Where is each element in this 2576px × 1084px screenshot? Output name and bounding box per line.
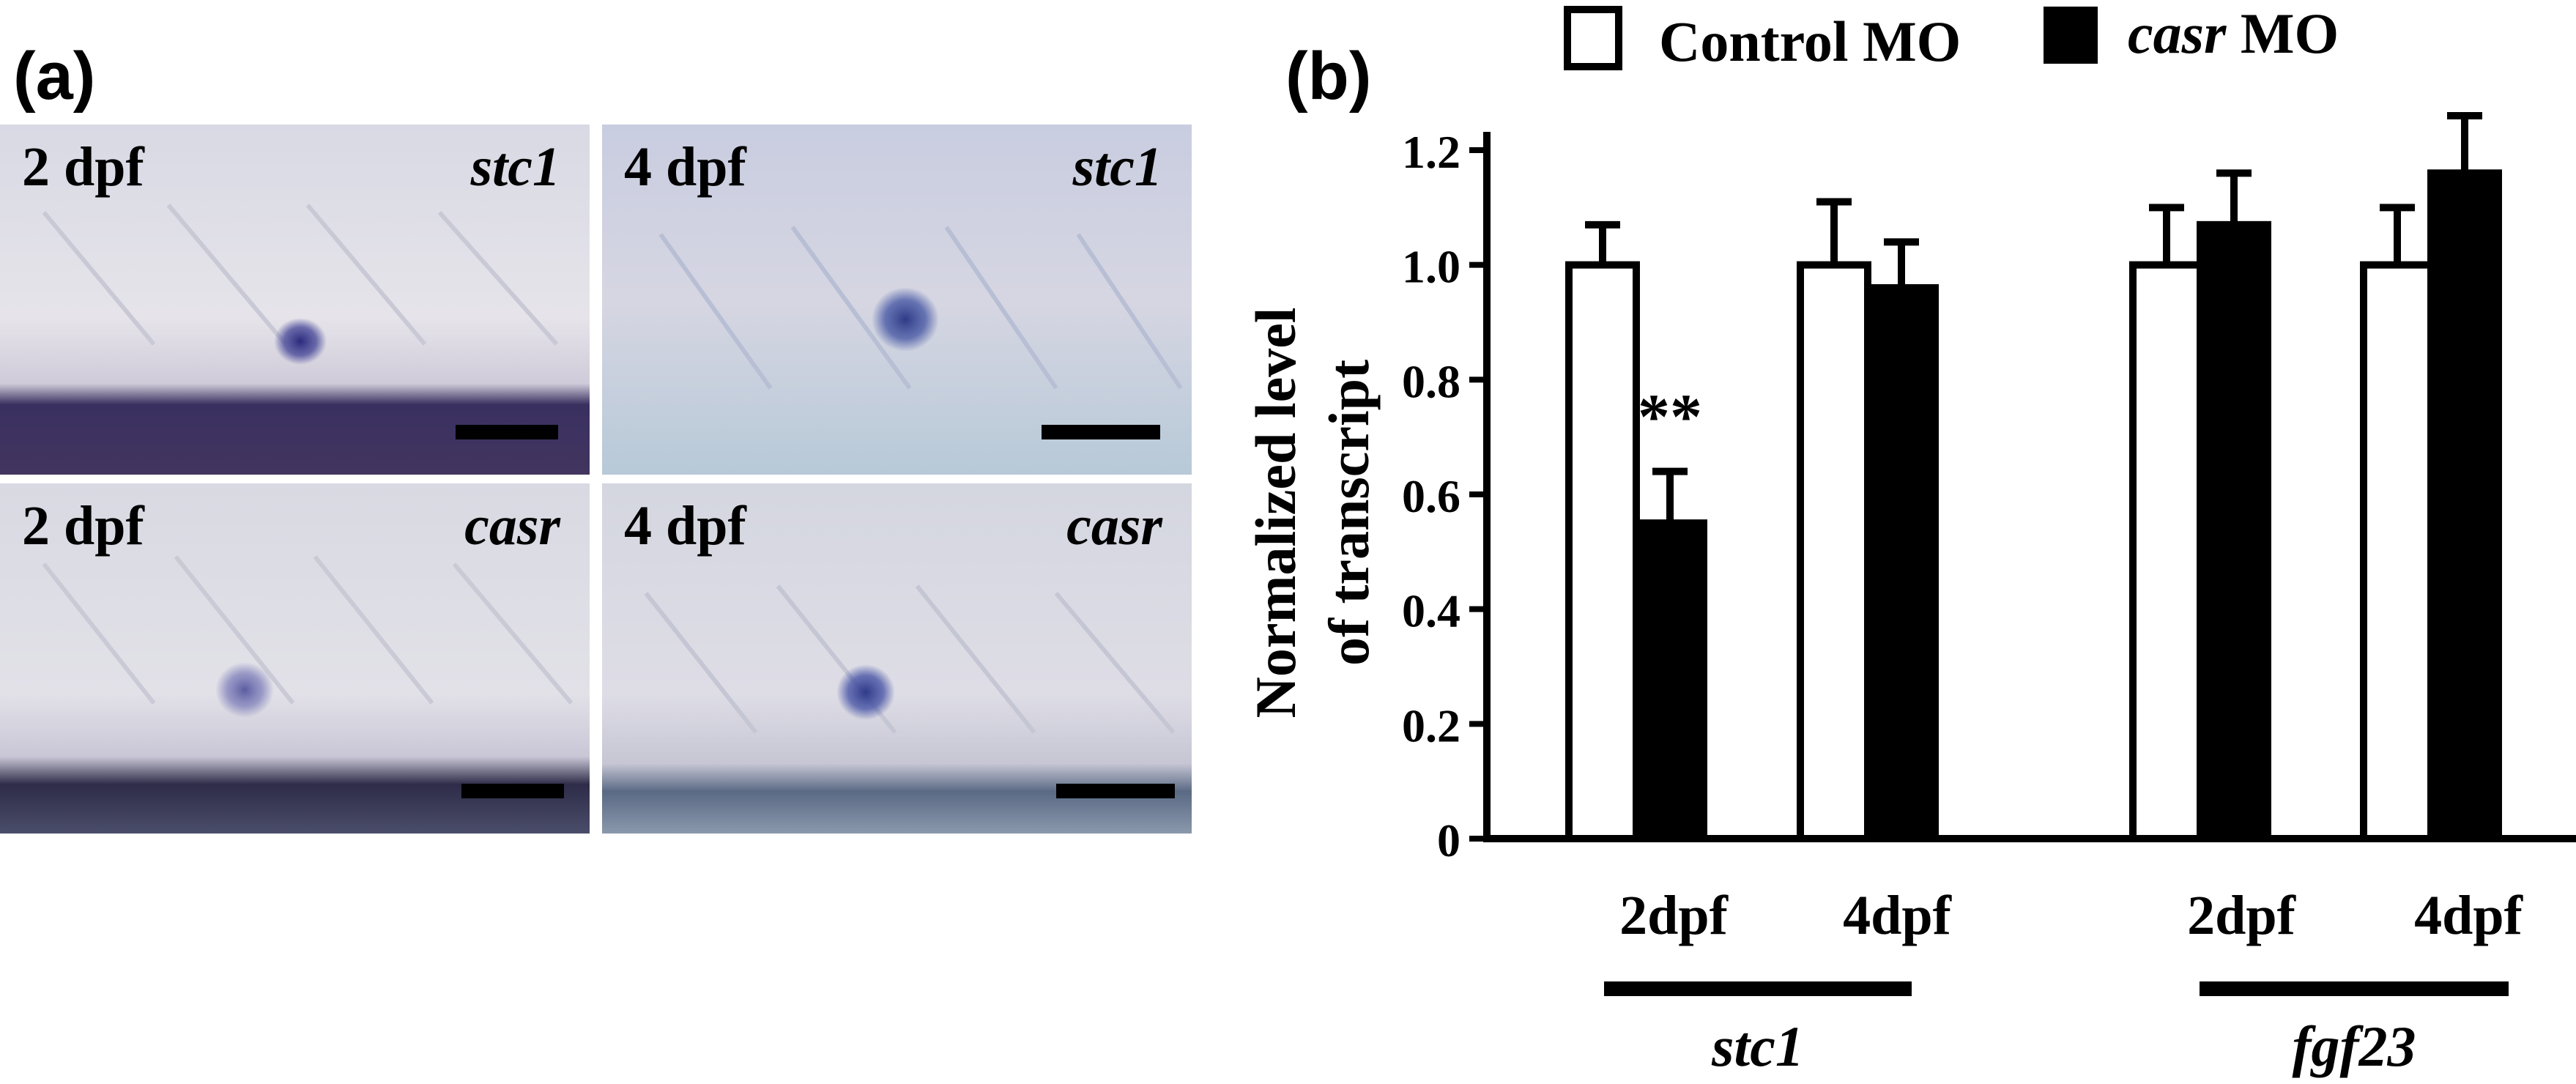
- legend-label-control: Control MO: [1659, 10, 1961, 73]
- age-label: 2 dpf: [22, 136, 144, 198]
- bars: **: [1565, 112, 2502, 843]
- group-label: fgf23: [2293, 1014, 2416, 1078]
- bar-control-0: [1565, 261, 1640, 842]
- y-axis-label-line1: Normalized level: [1244, 308, 1307, 719]
- micrograph-2dpf-stc1: 2 dpf stc1: [0, 125, 590, 475]
- significance-marker: **: [1638, 382, 1702, 453]
- legend: Control MO casr MO: [1564, 1, 2339, 73]
- y-tick-label: 0.6: [1402, 470, 1460, 522]
- y-tick-label: 0: [1437, 814, 1460, 866]
- y-tick-label: 0.8: [1402, 355, 1460, 407]
- scale-bar: [1056, 784, 1175, 798]
- axis-labels: Normalized level of transcript 2dpf 4dpf 2…: [1244, 308, 2524, 1078]
- gene-label: casr: [464, 495, 560, 557]
- micrograph-4dpf-casr: 4 dpf casr: [602, 483, 1192, 834]
- x-tick-label: 4dpf: [1843, 885, 1953, 946]
- y-tick-label: 1.0: [1402, 241, 1460, 293]
- micrograph-image: [602, 483, 1192, 834]
- x-tick-label: 4dpf: [2414, 885, 2524, 946]
- bar-casr-2: [2197, 220, 2271, 843]
- gene-label: stc1: [470, 136, 560, 198]
- bar-control-1: [1797, 261, 1871, 842]
- gene-label: casr: [1066, 495, 1162, 557]
- legend-swatch-casr: [2044, 7, 2098, 64]
- micrograph-image: [602, 125, 1192, 475]
- y-tick-label: 1.2: [1402, 126, 1460, 178]
- y-tick-label: 0.2: [1402, 699, 1460, 751]
- micrograph-2dpf-casr: 2 dpf casr: [0, 483, 590, 834]
- group-label: stc1: [1711, 1014, 1804, 1078]
- x-tick-label: 2dpf: [1619, 885, 1729, 946]
- y-tick-label: 0.4: [1402, 585, 1460, 637]
- x-tick-label: 2dpf: [2187, 885, 2297, 946]
- bar-casr-0: [1633, 519, 1707, 843]
- micrograph-image: [0, 125, 590, 475]
- scale-bar: [1042, 425, 1160, 439]
- micrograph-4dpf-stc1: 4 dpf stc1: [602, 125, 1192, 475]
- legend-label-casr: casr MO: [2128, 1, 2339, 65]
- micrograph-image: [0, 483, 590, 834]
- age-label: 2 dpf: [22, 495, 144, 557]
- bar-casr-1: [1864, 284, 1939, 842]
- scale-bar: [461, 784, 564, 798]
- bar-control-3: [2360, 261, 2435, 842]
- panel-b-label: (b): [1285, 39, 1372, 114]
- gene-label: stc1: [1072, 136, 1162, 198]
- group-bracket: [1604, 981, 1912, 996]
- y-axis-label-line2: of transcript: [1317, 360, 1381, 666]
- bar-control-2: [2129, 261, 2204, 842]
- age-label: 4 dpf: [624, 136, 746, 198]
- legend-swatch-control: [1564, 6, 1622, 70]
- bar-casr-3: [2427, 169, 2502, 843]
- panel-a-label: (a): [13, 39, 96, 114]
- scale-bar: [456, 425, 558, 439]
- age-label: 4 dpf: [624, 495, 746, 557]
- group-bracket: [2200, 981, 2509, 996]
